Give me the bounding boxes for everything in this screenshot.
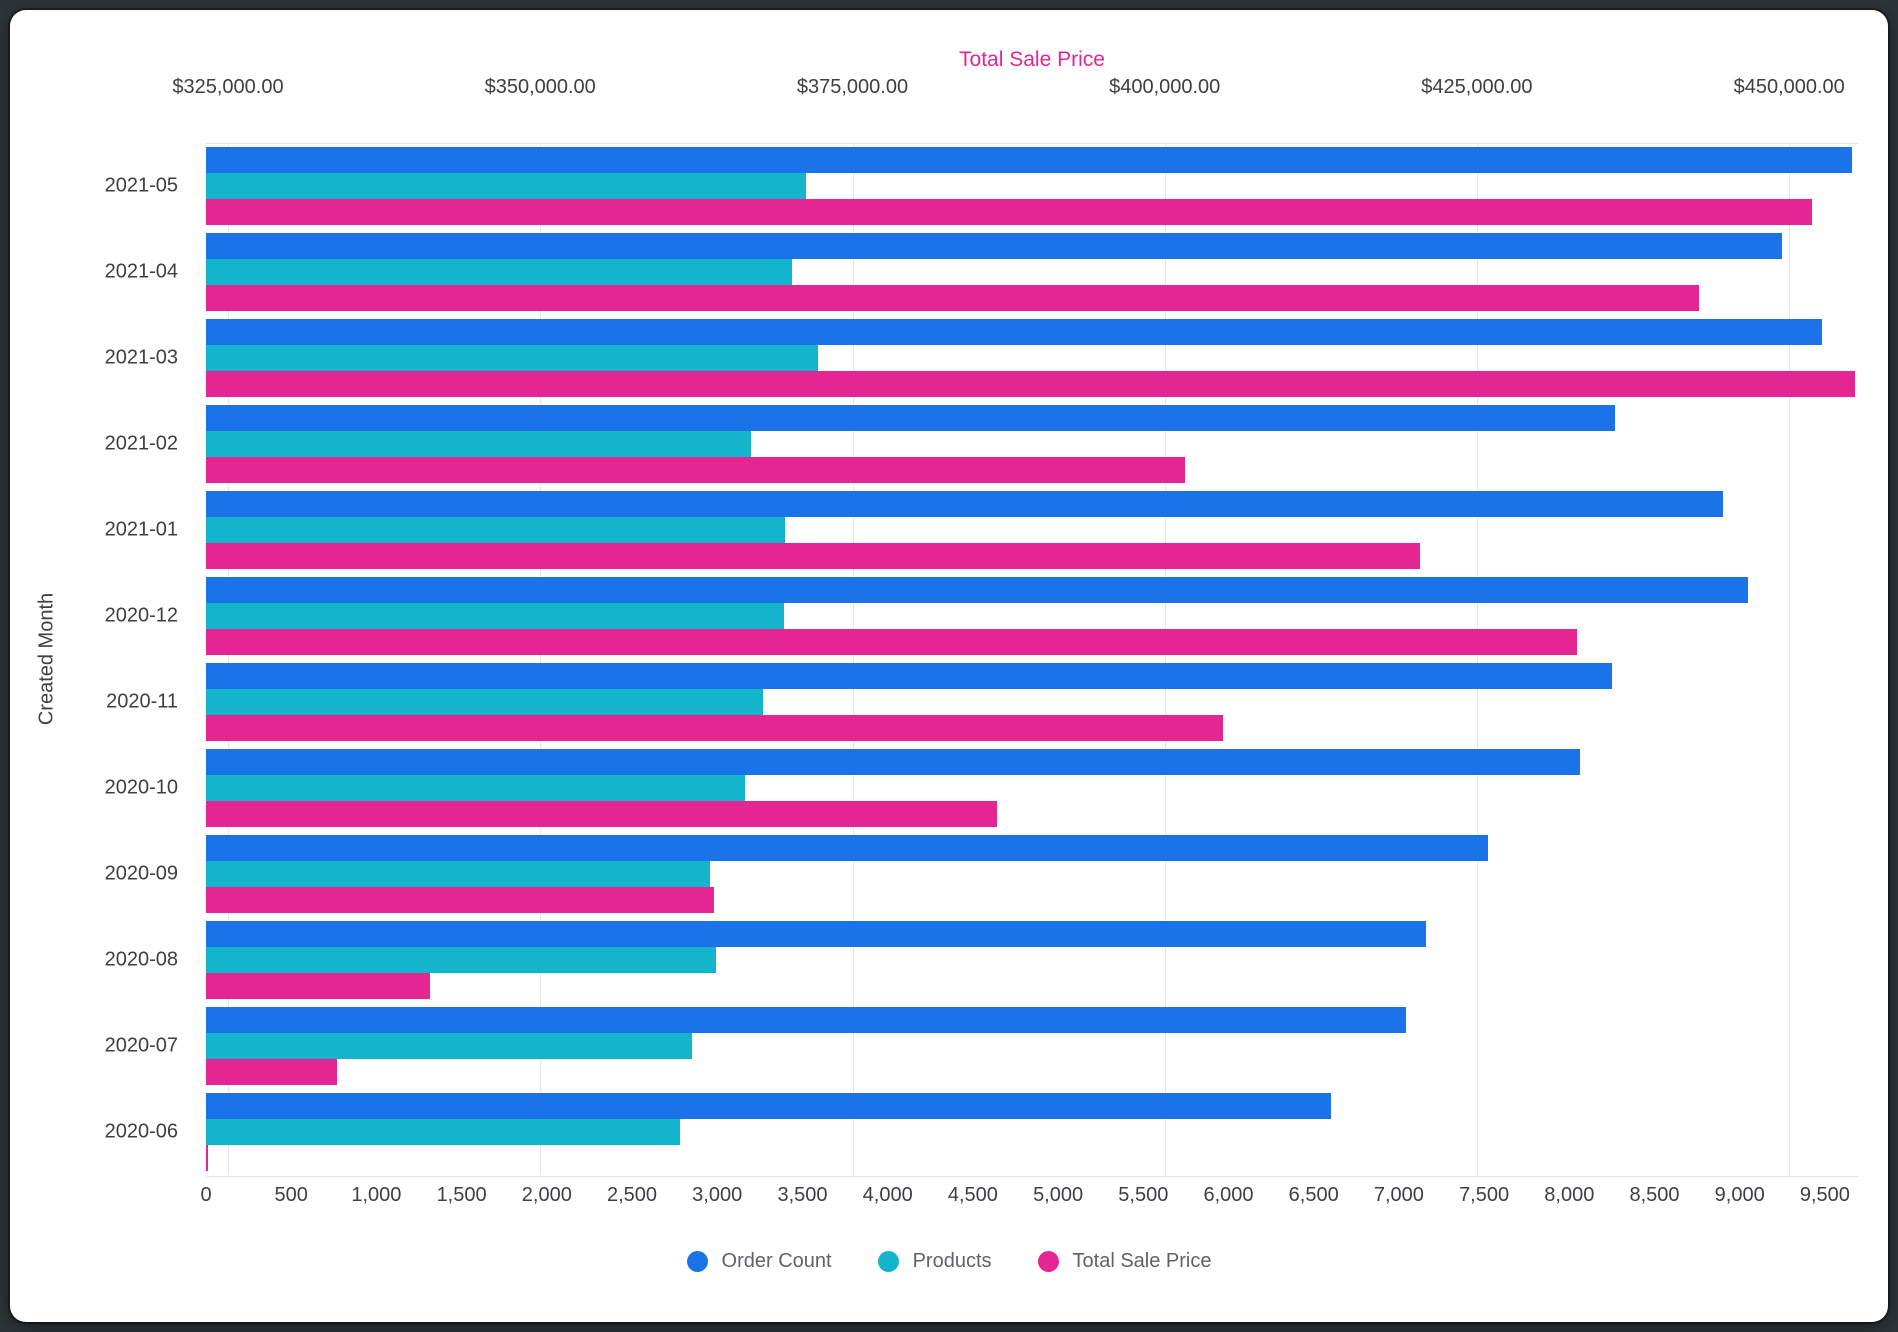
bar-total-sale-price-2021-03[interactable] (206, 371, 1856, 397)
top-axis-tick: $425,000.00 (1421, 76, 1533, 98)
bottom-axis-tick: 3,500 (777, 1184, 828, 1206)
gridline-$375,000.00 (852, 143, 854, 1175)
bottom-axis-tick: 7,000 (1373, 1184, 1424, 1206)
bottom-axis-tick: 3,000 (692, 1184, 743, 1206)
bottom-axis-tick: 8,500 (1629, 1184, 1680, 1206)
bar-order-count-2020-07[interactable] (206, 1007, 1406, 1033)
bar-order-count-2021-01[interactable] (206, 491, 1723, 517)
bottom-axis-tick: 6,500 (1288, 1184, 1339, 1206)
y-axis-title: Created Month (35, 592, 58, 726)
bar-order-count-2020-08[interactable] (206, 921, 1427, 947)
legend-dot-icon (1037, 1251, 1059, 1272)
bottom-axis-tick: 9,000 (1714, 1184, 1765, 1206)
legend-dot-icon (686, 1251, 708, 1272)
bar-order-count-2020-10[interactable] (206, 749, 1580, 775)
bar-order-count-2020-09[interactable] (206, 835, 1488, 861)
bar-total-sale-price-2021-04[interactable] (206, 285, 1700, 311)
gridline-$400,000.00 (1164, 143, 1166, 1175)
bar-total-sale-price-2021-05[interactable] (206, 199, 1812, 225)
bottom-axis-tick: 7,500 (1459, 1184, 1510, 1206)
category-label-2020-12: 2020-12 (104, 604, 178, 627)
bar-total-sale-price-2020-06[interactable] (206, 1145, 208, 1171)
bar-products-2021-05[interactable] (206, 173, 806, 199)
bottom-axis-tick: 4,000 (862, 1184, 913, 1206)
top-axis-tick: $400,000.00 (1109, 76, 1221, 98)
bar-products-2020-06[interactable] (206, 1119, 680, 1145)
category-label-2020-11: 2020-11 (106, 690, 178, 713)
legend: Order Count Products Total Sale Price (0, 1250, 1898, 1273)
bar-order-count-2021-02[interactable] (206, 405, 1616, 431)
legend-item-label: Products (912, 1250, 992, 1272)
category-label-2020-07: 2020-07 (104, 1034, 178, 1057)
bottom-axis-tick: 2,000 (521, 1184, 572, 1206)
top-axis-tick: $450,000.00 (1733, 76, 1845, 98)
category-label-2021-02: 2021-02 (104, 432, 178, 455)
legend-item-label: Total Sale Price (1072, 1250, 1212, 1272)
legend-dot-icon (877, 1251, 899, 1272)
legend-item-order-count[interactable]: Order Count (686, 1250, 832, 1273)
bottom-axis-tick: 9,500 (1799, 1184, 1850, 1206)
bottom-axis-tick: 4,500 (947, 1184, 998, 1206)
bottom-axis-tick: 500 (274, 1184, 308, 1206)
category-label-2021-05: 2021-05 (104, 174, 178, 197)
bar-products-2020-11[interactable] (206, 689, 764, 715)
category-label-2021-04: 2021-04 (104, 260, 178, 283)
top-axis-title: Total Sale Price (959, 48, 1105, 71)
bar-products-2021-02[interactable] (206, 431, 752, 457)
top-axis-tick: $325,000.00 (172, 76, 284, 98)
bar-products-2021-01[interactable] (206, 517, 786, 543)
bar-products-2020-12[interactable] (206, 603, 784, 629)
bar-products-2021-04[interactable] (206, 259, 793, 285)
category-label-2020-08: 2020-08 (104, 948, 178, 971)
bar-total-sale-price-2020-12[interactable] (206, 629, 1577, 655)
bar-total-sale-price-2020-09[interactable] (206, 887, 714, 913)
bottom-axis-tick: 8,000 (1544, 1184, 1595, 1206)
gridline-$450,000.00 (1789, 143, 1791, 1175)
legend-item-total-sale-price[interactable]: Total Sale Price (1037, 1250, 1212, 1273)
gridline-$350,000.00 (540, 143, 542, 1175)
bar-order-count-2020-12[interactable] (206, 577, 1749, 603)
bar-total-sale-price-2021-01[interactable] (206, 543, 1420, 569)
bar-total-sale-price-2021-02[interactable] (206, 457, 1185, 483)
legend-item-products[interactable]: Products (877, 1250, 992, 1273)
bottom-axis-tick: 6,000 (1203, 1184, 1254, 1206)
bar-products-2020-10[interactable] (206, 775, 745, 801)
category-label-2021-03: 2021-03 (104, 346, 178, 369)
bar-products-2020-08[interactable] (206, 947, 716, 973)
plot-area (206, 143, 1858, 1177)
bar-products-2020-09[interactable] (206, 861, 711, 887)
bar-total-sale-price-2020-08[interactable] (206, 973, 431, 999)
bottom-axis-tick: 5,000 (1033, 1184, 1084, 1206)
bar-order-count-2020-11[interactable] (206, 663, 1612, 689)
legend-item-label: Order Count (721, 1250, 832, 1272)
top-axis-tick: $350,000.00 (484, 76, 596, 98)
bottom-axis-tick: 0 (200, 1184, 212, 1206)
gridline-$425,000.00 (1476, 143, 1478, 1175)
bar-order-count-2021-05[interactable] (206, 147, 1853, 173)
bar-products-2020-07[interactable] (206, 1033, 692, 1059)
category-label-2020-06: 2020-06 (104, 1120, 178, 1143)
bar-total-sale-price-2020-07[interactable] (206, 1059, 337, 1085)
bar-order-count-2020-06[interactable] (206, 1093, 1331, 1119)
category-label-2020-10: 2020-10 (104, 776, 178, 799)
gridline-$325,000.00 (228, 143, 229, 1175)
bar-order-count-2021-04[interactable] (206, 233, 1783, 259)
bar-order-count-2021-03[interactable] (206, 319, 1822, 345)
top-axis-tick: $375,000.00 (796, 76, 909, 98)
bottom-axis-tick: 2,500 (606, 1184, 658, 1206)
category-label-2021-01: 2021-01 (104, 518, 178, 541)
bottom-axis-tick: 1,500 (436, 1184, 487, 1206)
bottom-axis-tick: 1,000 (351, 1184, 402, 1206)
bottom-axis-tick: 5,500 (1118, 1184, 1169, 1206)
bar-products-2021-03[interactable] (206, 345, 818, 371)
bar-total-sale-price-2020-11[interactable] (206, 715, 1224, 741)
bar-total-sale-price-2020-10[interactable] (206, 801, 998, 827)
category-label-2020-09: 2020-09 (104, 862, 178, 885)
